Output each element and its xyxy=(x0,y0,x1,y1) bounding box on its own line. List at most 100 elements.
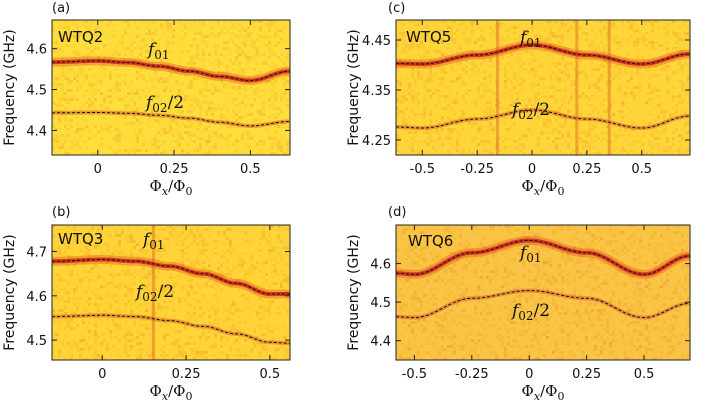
heatmap-tile xyxy=(507,89,510,92)
heatmap-tile xyxy=(268,26,271,29)
heatmap-tile xyxy=(217,32,220,35)
heatmap-tile xyxy=(459,146,462,149)
heatmap-tile xyxy=(55,246,58,249)
heatmap-tile xyxy=(283,77,286,80)
heatmap-tile xyxy=(187,309,190,312)
heatmap-tile xyxy=(73,237,76,240)
heatmap-tile xyxy=(235,140,238,143)
heatmap-tile xyxy=(411,89,414,92)
heatmap-tile xyxy=(271,270,274,273)
heatmap-tile xyxy=(609,20,612,23)
heatmap-tile xyxy=(561,59,564,62)
heatmap-tile xyxy=(597,47,600,50)
heatmap-tile xyxy=(642,38,645,41)
heatmap-tile xyxy=(202,50,205,53)
heatmap-tile xyxy=(115,294,118,297)
heatmap-tile xyxy=(232,41,235,44)
heatmap-tile xyxy=(441,107,444,110)
heatmap-tile xyxy=(402,152,405,155)
heatmap-tile xyxy=(202,237,205,240)
heatmap-tile xyxy=(166,243,169,246)
heatmap-tile xyxy=(64,122,67,125)
heatmap-tile xyxy=(552,140,555,143)
heatmap-tile xyxy=(235,20,238,23)
heatmap-tile xyxy=(534,68,537,71)
heatmap-tile xyxy=(157,104,160,107)
heatmap-tile xyxy=(669,116,672,119)
heatmap-tile xyxy=(160,324,163,327)
heatmap-tile xyxy=(600,20,603,23)
heatmap-tile xyxy=(151,20,154,23)
heatmap-tile xyxy=(256,234,259,237)
heatmap-tile xyxy=(61,134,64,137)
heatmap-tile xyxy=(97,228,100,231)
heatmap-tile xyxy=(268,240,271,243)
heatmap-tile xyxy=(253,41,256,44)
heatmap-tile xyxy=(157,303,160,306)
x-axis-label: Φx/Φ0 xyxy=(522,177,565,198)
heatmap-tile xyxy=(127,300,130,303)
heatmap-tile xyxy=(660,104,663,107)
heatmap-tile xyxy=(163,86,166,89)
heatmap-tile xyxy=(591,56,594,59)
heatmap-tile xyxy=(181,29,184,32)
heatmap-tile xyxy=(666,35,669,38)
heatmap-tile xyxy=(486,77,489,80)
heatmap-tile xyxy=(244,306,247,309)
heatmap-tile xyxy=(492,92,495,95)
heatmap-tile xyxy=(567,134,570,137)
heatmap-tile xyxy=(283,89,286,92)
heatmap-tile xyxy=(657,104,660,107)
heatmap-tile xyxy=(531,83,534,86)
heatmap-tile xyxy=(474,113,477,116)
heatmap-tile xyxy=(456,77,459,80)
heatmap-tile xyxy=(106,321,109,324)
heatmap-tile xyxy=(85,252,88,255)
heatmap-tile xyxy=(64,333,67,336)
heatmap-tile xyxy=(124,303,127,306)
heatmap-tile xyxy=(208,306,211,309)
heatmap-tile xyxy=(259,288,262,291)
heatmap-tile xyxy=(274,29,277,32)
heatmap-tile xyxy=(58,264,61,267)
heatmap-tile xyxy=(528,26,531,29)
x-tick-label: 0 xyxy=(94,162,102,177)
heatmap-tile xyxy=(217,297,220,300)
heatmap-tile xyxy=(432,74,435,77)
heatmap-tile xyxy=(226,29,229,32)
heatmap-tile xyxy=(226,146,229,149)
heatmap-tile xyxy=(268,71,271,74)
heatmap-tile xyxy=(405,50,408,53)
heatmap-tile xyxy=(127,264,130,267)
heatmap-tile xyxy=(459,23,462,26)
heatmap-tile xyxy=(82,279,85,282)
heatmap-tile xyxy=(139,59,142,62)
heatmap-tile xyxy=(220,134,223,137)
heatmap-tile xyxy=(561,41,564,44)
heatmap-tile xyxy=(118,47,121,50)
heatmap-tile xyxy=(441,65,444,68)
heatmap-tile xyxy=(160,315,163,318)
heatmap-tile xyxy=(226,65,229,68)
heatmap-tile xyxy=(453,113,456,116)
heatmap-tile xyxy=(202,261,205,264)
heatmap-tile xyxy=(121,38,124,41)
heatmap-tile xyxy=(588,122,591,125)
heatmap-tile xyxy=(118,309,121,312)
heatmap-tile xyxy=(537,23,540,26)
heatmap-tile xyxy=(241,131,244,134)
heatmap-tile xyxy=(151,276,154,279)
heatmap-tile xyxy=(124,237,127,240)
heatmap-tile xyxy=(232,261,235,264)
heatmap-tile xyxy=(109,234,112,237)
heatmap-tile xyxy=(154,288,157,291)
heatmap-tile xyxy=(672,113,675,116)
heatmap-tile xyxy=(402,101,405,104)
heatmap-tile xyxy=(280,228,283,231)
heatmap-tile xyxy=(190,80,193,83)
heatmap-tile xyxy=(268,252,271,255)
heatmap-tile xyxy=(208,315,211,318)
heatmap-tile xyxy=(100,20,103,23)
heatmap-tile xyxy=(471,137,474,140)
heatmap-tile xyxy=(88,47,91,50)
